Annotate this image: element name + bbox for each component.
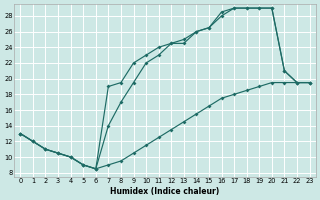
X-axis label: Humidex (Indice chaleur): Humidex (Indice chaleur) [110, 187, 220, 196]
